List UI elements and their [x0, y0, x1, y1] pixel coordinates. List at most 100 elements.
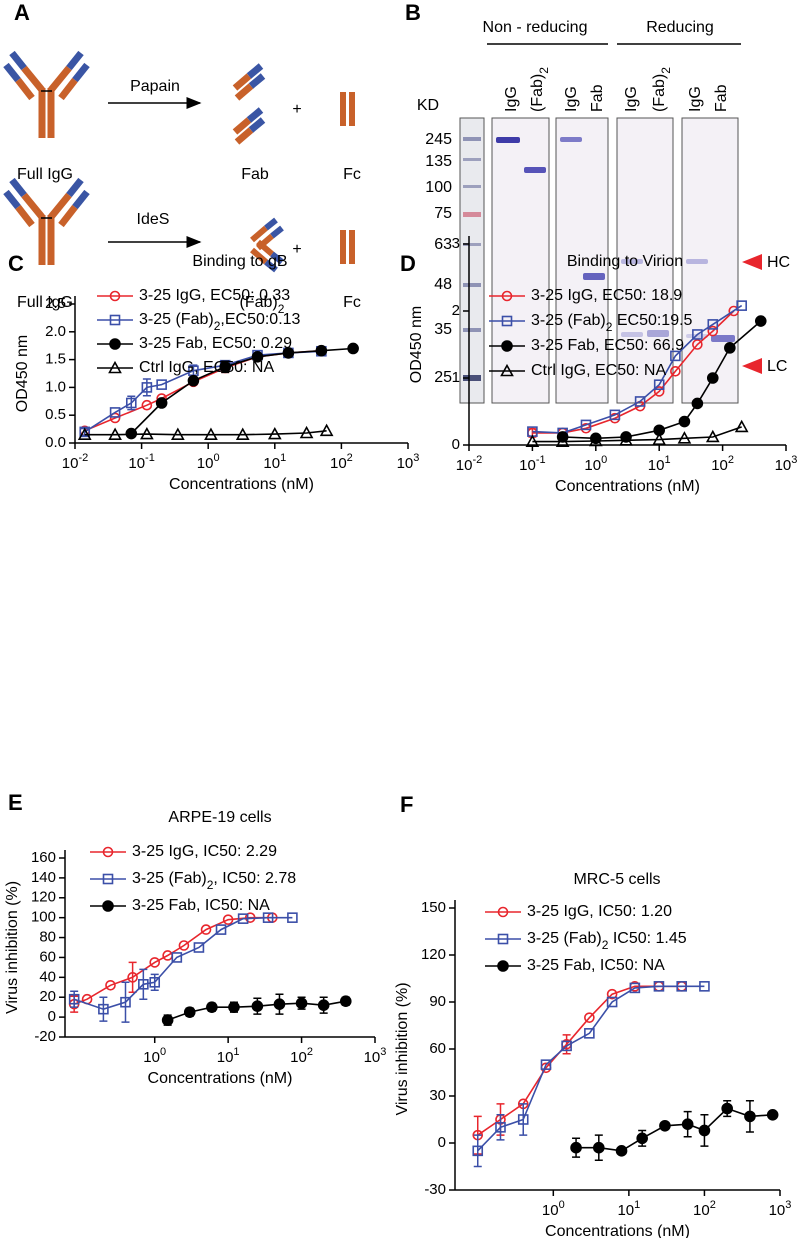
marker [677, 431, 692, 444]
error-bar [70, 990, 79, 1008]
marker [676, 981, 687, 992]
marker [149, 957, 161, 968]
marker [606, 996, 618, 1008]
marker [319, 423, 334, 437]
marker [593, 1141, 605, 1154]
marker [315, 344, 328, 357]
marker-labels: 245 135 100 75 63 48 35 25 [425, 131, 452, 386]
band-arrow [742, 358, 762, 374]
y-tick-label: 0 [48, 1008, 56, 1025]
marker [584, 1028, 595, 1039]
lane-label: IgG [503, 86, 520, 112]
band-label: HC [767, 254, 790, 271]
y-tick-label: 0.5 [45, 406, 66, 423]
series-line [532, 304, 743, 434]
marker-label: 100 [425, 179, 452, 196]
y-tick-label: 40 [39, 968, 56, 985]
diagram: Full IgG Papain + Fab Fc Full IgG IdeS +… [6, 53, 361, 316]
marker [707, 319, 719, 330]
marker [98, 1003, 109, 1015]
lane-label: IgG [687, 86, 704, 112]
marker [193, 942, 205, 953]
marker [705, 429, 720, 443]
marker [698, 1124, 711, 1137]
x-tick-label: 103 [364, 1046, 387, 1066]
panel-label: B [405, 0, 421, 25]
marker [584, 1012, 595, 1023]
error-bar [139, 968, 148, 1000]
marker [219, 361, 232, 373]
x-tick-label: 102 [330, 452, 353, 472]
error-bar [121, 981, 130, 1023]
lane-label: IgG [563, 86, 580, 112]
marker [634, 396, 646, 407]
y-tick-label: 1.0 [45, 378, 66, 395]
x-tick-label: 100 [143, 1046, 166, 1066]
marker [517, 1114, 529, 1125]
marker [495, 1122, 506, 1133]
marker [525, 434, 540, 447]
legend-label: 3-25 Fab, IC50: NA [132, 897, 270, 914]
marker [692, 339, 703, 350]
marker [222, 914, 234, 925]
marker [724, 342, 736, 354]
y-tick-label: 90 [429, 993, 446, 1010]
marker-label: 135 [425, 153, 452, 170]
panel-label: D [400, 251, 416, 276]
marker [339, 995, 352, 1008]
marker [237, 913, 249, 924]
enzyme-label: Papain [130, 78, 180, 95]
legend-marker [500, 363, 514, 377]
marker [619, 433, 633, 446]
chart-title: ARPE-19 cells [168, 809, 271, 826]
marker-label: 63 [434, 236, 452, 253]
series-line [576, 1107, 773, 1152]
antibody-icon [6, 53, 87, 138]
group-label: Non - reducing [483, 19, 588, 36]
legend-label: 3-25 Fab, EC50: 66.9 [531, 337, 684, 354]
y-tick-label: 2.5 [45, 295, 66, 312]
marker [215, 924, 227, 935]
gel: Non - reducing Reducing IgG (Fab)2 IgG F… [417, 19, 790, 404]
marker [140, 426, 154, 440]
marker [670, 350, 681, 362]
fab-icon [235, 66, 263, 98]
x-tick-label: 10-1 [519, 454, 545, 474]
band-arrow [742, 254, 762, 270]
marker [659, 1119, 671, 1132]
y-tick-label: 2 [452, 302, 460, 319]
y-tick-label: 140 [31, 869, 56, 886]
marker [120, 996, 131, 1008]
marker [228, 1001, 240, 1013]
marker [79, 426, 91, 438]
marker [707, 325, 719, 337]
unit-label: KD [417, 97, 439, 114]
y-tick-label: 120 [421, 946, 446, 963]
error-bar [99, 996, 108, 1022]
y-tick-label: 0.0 [45, 434, 66, 451]
marker [295, 997, 308, 1009]
marker [540, 1059, 552, 1070]
x-tick-label: 100 [542, 1199, 565, 1219]
x-axis-label: Concentrations (nM) [148, 1070, 293, 1087]
x-axis-label: Concentrations (nM) [545, 1223, 690, 1238]
y-tick-label: 100 [31, 909, 56, 926]
marker [636, 1132, 648, 1145]
gel-bands [463, 137, 735, 381]
marker [570, 1141, 582, 1154]
marker [187, 374, 200, 387]
marker [251, 1000, 264, 1012]
marker [629, 982, 641, 994]
diagram-label: (Fab)2 [240, 294, 285, 316]
y-tick-label: 0 [452, 436, 460, 453]
diagram-label: Full IgG [17, 294, 73, 311]
marker [728, 305, 740, 317]
lane-label: Fab [589, 84, 606, 112]
marker [653, 379, 665, 391]
marker [204, 427, 218, 440]
error-bar [473, 1134, 482, 1168]
legend-marker [501, 315, 513, 327]
marker [721, 1102, 733, 1115]
marker [652, 432, 667, 445]
diagram-label: Fab [241, 166, 269, 183]
